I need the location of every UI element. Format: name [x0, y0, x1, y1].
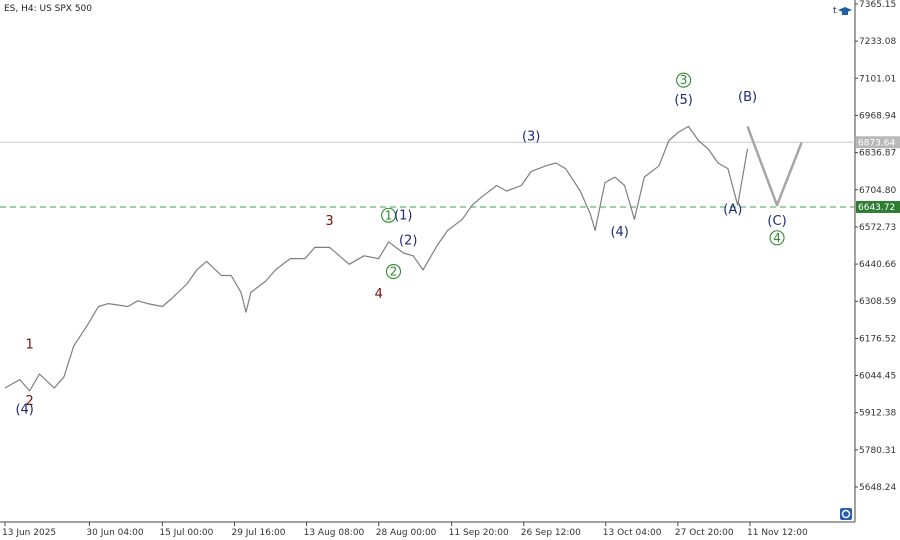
price-tag-label: 6873.64: [858, 138, 895, 148]
y-tick-label: 7101.01: [859, 74, 896, 84]
price-tag-label: 6643.72: [858, 203, 895, 213]
series-layer: [4, 125, 803, 392]
x-tick-label: 27 Oct 20:00: [675, 528, 734, 538]
y-tick-label: 5912.38: [859, 409, 896, 419]
y-tick-label: 6704.80: [859, 186, 896, 196]
wave-label-circle: [385, 263, 402, 280]
wave-label: (3): [522, 129, 540, 144]
y-tick-label: 5648.24: [859, 483, 896, 493]
y-tick-label: 6176.52: [859, 334, 896, 344]
price-axis[interactable]: 7365.15 7233.08 7101.01 6968.94 6836.87 6704.…: [855, 0, 896, 493]
current-price-tag: [856, 136, 900, 149]
projection-path: [746, 125, 803, 207]
wave-label: (4): [610, 225, 628, 240]
wave-label: 2: [25, 394, 33, 409]
wave-label: 1: [385, 208, 393, 222]
y-tick-label: 6308.59: [859, 297, 896, 307]
wave-label: (4): [15, 402, 33, 417]
wave-label: (B): [738, 90, 757, 105]
y-tick-label: 5780.31: [859, 446, 896, 456]
x-tick-label: 11 Nov 12:00: [747, 528, 808, 538]
settings-circle-icon[interactable]: [840, 508, 852, 520]
x-tick-label: 13 Jun 2025: [2, 528, 56, 538]
x-tick-label: 26 Sep 12:00: [521, 528, 581, 538]
plot-area[interactable]: [0, 0, 856, 523]
support-price-tag: [856, 200, 900, 213]
wave-label-circle: [769, 230, 785, 246]
y-tick-label: 6572.73: [859, 223, 896, 233]
x-tick-label: 11 Sep 20:00: [449, 528, 509, 538]
y-tick-label: 6044.45: [859, 372, 896, 382]
y-tick-label: 6440.66: [859, 260, 896, 270]
wave-label: (1): [394, 208, 412, 223]
chart-title: ES, H4: US SPX 500: [4, 4, 92, 14]
wave-label: 4: [773, 231, 781, 245]
wave-label-circle: [676, 72, 692, 88]
wave-label: (2): [399, 234, 417, 249]
x-tick-label: 29 Jul 16:00: [231, 528, 285, 538]
x-tick-label: 30 Jun 04:00: [86, 528, 143, 538]
x-tick-label: 28 Aug 00:00: [376, 528, 437, 538]
wave-label: 4: [375, 287, 383, 302]
price-series-line: [4, 125, 749, 392]
wave-labels: 12(4)341 (1)(2)2(3)(4)3(5)(A)(B)(C)4: [15, 72, 787, 417]
wave-label: 2: [390, 265, 398, 279]
horizontal-lines: 6873.64 6643.72: [0, 136, 900, 213]
graduation-cap-icon[interactable]: [838, 7, 852, 15]
time-axis[interactable]: 13 Jun 2025 30 Jun 04:00 15 Jul 00:00 29 Ju…: [2, 522, 808, 538]
y-tick-label: 6836.87: [859, 149, 896, 159]
wave-label: 3: [325, 214, 333, 229]
wave-label: 3: [680, 73, 688, 87]
wave-label: (A): [723, 203, 742, 218]
wave-label: (5): [674, 93, 692, 108]
x-tick-label: 13 Aug 08:00: [304, 528, 365, 538]
wave-label: 1: [25, 338, 33, 353]
x-tick-label: 13 Oct 04:00: [603, 528, 662, 538]
wave-label-circle: [381, 207, 397, 223]
y-tick-label: 6968.94: [859, 111, 896, 121]
y-tick-label: 7365.15: [859, 0, 896, 10]
x-tick-label: 15 Jul 00:00: [159, 528, 213, 538]
corner-letter[interactable]: t: [833, 6, 837, 16]
y-tick-label: 7233.08: [859, 37, 896, 47]
wave-label: (C): [767, 214, 786, 229]
